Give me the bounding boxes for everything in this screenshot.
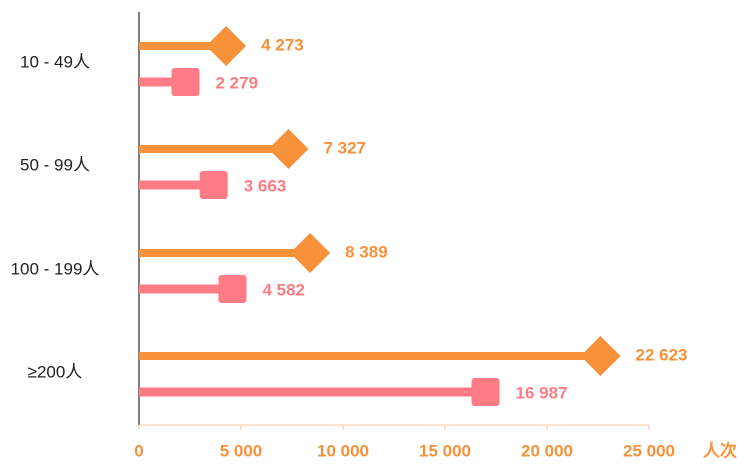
square-marker [218, 275, 247, 303]
category-label: 100 - 199人 [11, 259, 100, 278]
x-tick-label: 20 000 [521, 441, 573, 460]
category-label: 50 - 99人 [20, 155, 90, 174]
category-label: ≥200人 [28, 362, 83, 381]
value-label: 8 389 [345, 242, 388, 261]
square-marker [171, 68, 200, 96]
category-label: 10 - 49人 [20, 52, 90, 71]
value-label: 7 327 [323, 138, 366, 157]
diamond-marker [580, 336, 621, 376]
value-label: 3 663 [244, 176, 287, 195]
square-marker [199, 171, 228, 199]
diamond-marker [268, 129, 309, 169]
diamond-marker [206, 26, 247, 66]
x-axis-label: 人次 [703, 440, 737, 460]
value-label: 22 623 [636, 345, 688, 364]
diamond-marker [290, 233, 331, 273]
x-tick-label: 5 000 [220, 441, 263, 460]
x-tick-label: 25 000 [623, 441, 675, 460]
square-marker [471, 378, 500, 406]
value-label: 4 582 [262, 280, 305, 299]
value-label: 16 987 [516, 383, 568, 402]
x-tick-label: 0 [134, 441, 143, 460]
value-label: 2 279 [215, 73, 258, 92]
x-tick-label: 15 000 [419, 441, 471, 460]
value-label: 4 273 [261, 35, 304, 54]
x-tick-label: 10 000 [317, 441, 369, 460]
